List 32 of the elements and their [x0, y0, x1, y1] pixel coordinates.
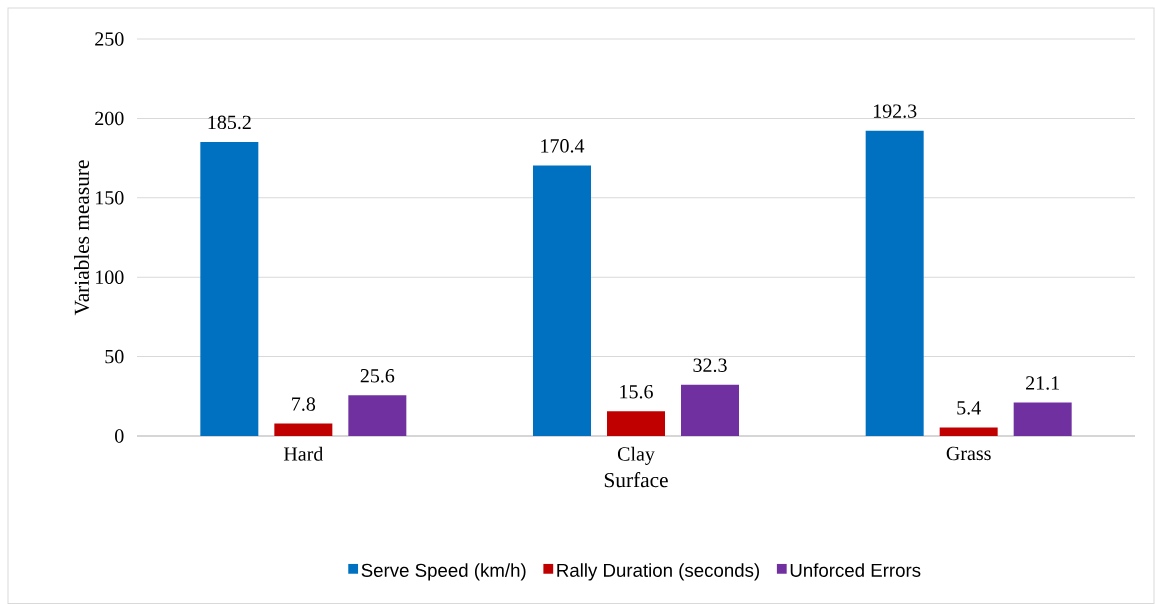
x-axis-title: Surface [604, 472, 668, 488]
bar [200, 141, 259, 436]
y-tick-label: 0 [115, 429, 124, 443]
legend-label: Unforced Errors [790, 563, 921, 577]
bar [865, 130, 924, 436]
data-label: 32.3 [693, 358, 727, 373]
bar [607, 411, 666, 436]
bar [533, 165, 592, 436]
y-tick-label: 50 [105, 349, 124, 364]
data-label: 25.6 [360, 369, 395, 383]
data-label: 192.3 [873, 104, 917, 118]
bar [274, 423, 333, 436]
legend-label: Rally Duration (seconds) [557, 563, 760, 581]
y-tick-label: 150 [96, 191, 124, 205]
bar [681, 384, 740, 436]
data-label: 185.2 [208, 115, 251, 130]
y-tick-label: 200 [95, 111, 124, 126]
y-tick-label: 250 [95, 32, 124, 46]
x-tick-label: Clay [617, 446, 655, 465]
x-tick-label: Grass [946, 446, 991, 461]
bar [1013, 402, 1072, 436]
x-tick-label: Hard [283, 446, 324, 461]
data-label: 5.4 [957, 401, 981, 415]
data-label: 170.4 [541, 139, 585, 153]
bar [348, 395, 407, 436]
y-axis-title: Variables measure [74, 160, 90, 316]
data-label: 21.1 [1026, 376, 1059, 390]
bar [939, 427, 998, 436]
data-label: 15.6 [620, 385, 653, 399]
y-tick-label: 100 [96, 270, 124, 284]
legend-label: Serve Speed (km/h) [361, 563, 526, 581]
data-label: 7.8 [292, 397, 316, 411]
